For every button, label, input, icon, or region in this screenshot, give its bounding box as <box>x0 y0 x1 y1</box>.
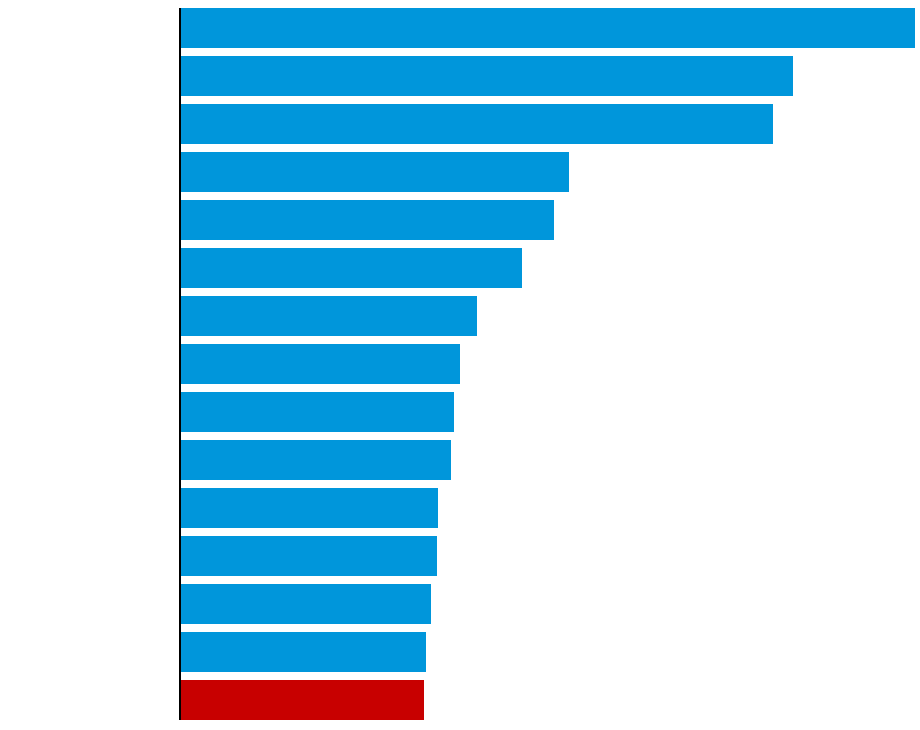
bar <box>181 152 569 192</box>
bar <box>181 56 793 96</box>
bar <box>181 8 915 48</box>
bar <box>181 680 424 720</box>
bar <box>181 296 477 336</box>
bar <box>181 248 522 288</box>
bar <box>181 344 460 384</box>
bar <box>181 632 426 672</box>
bar <box>181 440 451 480</box>
bar <box>181 104 773 144</box>
bar <box>181 392 454 432</box>
bar <box>181 584 431 624</box>
bar <box>181 200 554 240</box>
bar <box>181 488 438 528</box>
bar <box>181 536 437 576</box>
